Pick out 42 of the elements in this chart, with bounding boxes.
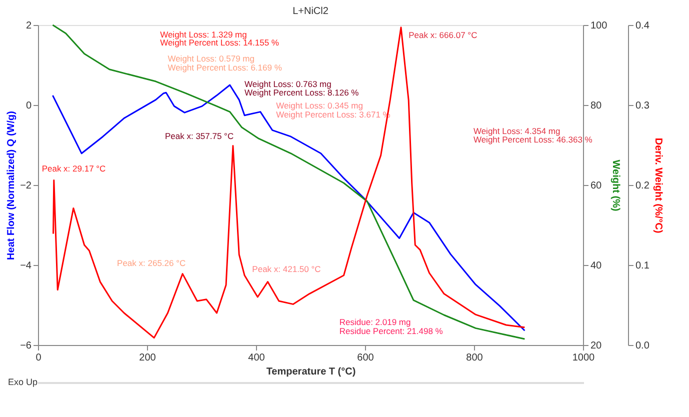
annotation: Weight Loss: 0.345 mg <box>276 100 364 110</box>
annotation: Peak x: 357.75 °C <box>164 131 234 142</box>
y3-tick-label: 0.3 <box>636 100 650 112</box>
annotation: Peak x: 29.17 °C <box>42 163 106 174</box>
y2-tick-label: 20 <box>590 340 602 352</box>
y-tick-label: −2 <box>20 180 32 192</box>
annotation: Weight Percent Loss: 8.126 % <box>244 88 360 98</box>
y3-tick-label: 0.2 <box>636 180 650 192</box>
x-tick-label: 200 <box>139 352 156 364</box>
annotation: Weight Percent Loss: 6.169 % <box>168 62 282 73</box>
y-tick-label: 2 <box>26 20 32 32</box>
annotation: Weight Loss: 4.354 mg <box>473 126 561 136</box>
annotation: Weight Loss: 0.579 mg <box>168 53 255 64</box>
x-tick-label: 400 <box>248 352 266 364</box>
annotation: Residue Percent: 21.498 % <box>339 326 444 336</box>
x-tick-label: 1000 <box>572 352 596 364</box>
y2-axis-title: Weight (%) <box>610 160 622 212</box>
y2-tick-label: 80 <box>590 100 602 112</box>
annotation: Peak x: 265.26 °C <box>117 258 186 268</box>
annotation: Weight Loss: 0.763 mg <box>244 79 332 90</box>
annotation: Residue: 2.019 mg <box>339 316 412 327</box>
y-tick-label: 0 <box>26 100 32 112</box>
annotation: Weight Loss: 1.329 mg <box>160 29 248 40</box>
y2-tick-label: 40 <box>590 260 602 272</box>
text: Exo Up <box>8 377 38 387</box>
y2-tick-label: 60 <box>590 180 602 192</box>
y3-axis-title: Deriv. Weight (%/°C) <box>652 138 664 234</box>
x-axis-title: Temperature T (°C) <box>266 366 356 378</box>
annotation: Weight Percent Loss: 46.363 % <box>473 134 593 145</box>
y3-tick-label: 0.0 <box>636 340 650 352</box>
y3-tick-label: 0.4 <box>636 20 650 32</box>
y-tick-label: −4 <box>20 260 32 272</box>
chart-title: L+NiCl2 <box>292 6 329 17</box>
annotation: Peak x: 421.50 °C <box>252 264 321 274</box>
x-tick-label: 800 <box>466 352 484 364</box>
y3-tick-label: 0.1 <box>636 260 650 272</box>
y-tick-label: −6 <box>20 340 32 352</box>
y2-tick-label: 100 <box>590 20 608 32</box>
annotation: Peak x: 666.07 °C <box>408 30 478 40</box>
x-tick-label: 0 <box>36 352 42 364</box>
y-axis-title: Heat Flow (Normalized) Q (W/g) <box>6 111 18 260</box>
x-tick-label: 600 <box>357 352 374 364</box>
